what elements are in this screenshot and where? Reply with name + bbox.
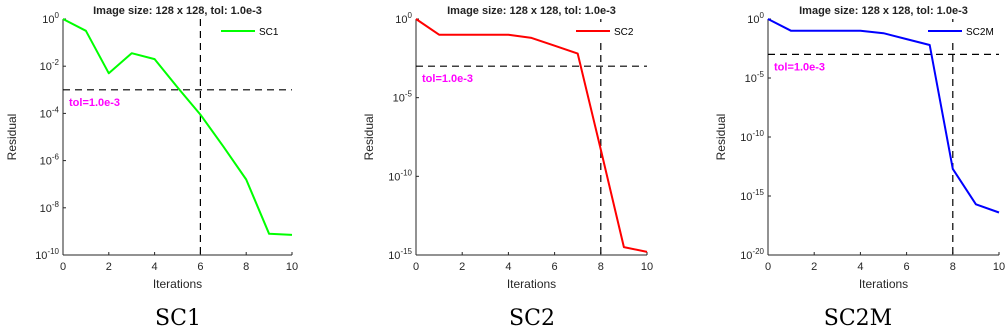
- y-axis-label: Residual: [5, 114, 19, 161]
- x-tick-label: 4: [857, 261, 863, 273]
- x-tick-label: 2: [811, 261, 817, 273]
- legend: SC1: [217, 22, 289, 40]
- tolerance-label: tol=1.0e-3: [422, 73, 473, 85]
- legend: SC2M: [924, 22, 996, 40]
- chart-title: Image size: 128 x 128, tol: 1.0e-3: [447, 5, 616, 17]
- x-tick-label: 0: [413, 261, 419, 273]
- chart-panel-1: Image size: 128 x 128, tol: 1.0e-3 0 2 4 6 8 1…: [5, 5, 298, 331]
- tolerance-label: tol=1.0e-3: [69, 97, 120, 109]
- x-tick-label: 0: [60, 261, 66, 273]
- y-tick-label: 10-5: [745, 70, 765, 85]
- y-tick-label: 10-10: [35, 247, 59, 262]
- x-axis-label: Iterations: [859, 277, 908, 291]
- legend-label: SC2M: [966, 27, 994, 38]
- x-tick-label: 8: [598, 261, 604, 273]
- y-tick-label: 10-20: [740, 247, 764, 262]
- x-tick-label: 10: [286, 261, 298, 273]
- panel-caption: SC1: [155, 306, 201, 331]
- chart-title: Image size: 128 x 128, tol: 1.0e-3: [799, 5, 968, 17]
- y-tick-label: 10-8: [40, 200, 60, 215]
- y-tick-label: 10-15: [740, 188, 764, 203]
- panel-caption: SC2: [509, 306, 555, 331]
- series-line-sc2: [415, 18, 648, 253]
- x-tick-label: 6: [904, 261, 910, 273]
- y-tick-label: 10-5: [393, 90, 413, 105]
- legend-label: SC2: [614, 27, 634, 38]
- x-tick-label: 4: [152, 261, 158, 273]
- chart-panel-3: Image size: 128 x 128, tol: 1.0e-3 0 2 4 6 8 1…: [714, 5, 1005, 331]
- y-tick-label: 10-6: [40, 153, 60, 168]
- chart-title: Image size: 128 x 128, tol: 1.0e-3: [93, 5, 262, 17]
- series-line-sc2m: [767, 18, 1000, 214]
- x-tick-label: 4: [505, 261, 511, 273]
- legend-label: SC1: [259, 27, 279, 38]
- y-tick-label: 100: [747, 11, 764, 26]
- series-line-sc1: [62, 18, 293, 236]
- y-tick-label: 100: [42, 11, 59, 26]
- x-tick-label: 2: [459, 261, 465, 273]
- y-tick-label: 10-4: [40, 105, 60, 120]
- panel-caption: SC2M: [824, 306, 892, 331]
- x-tick-label: 0: [765, 261, 771, 273]
- legend: SC2: [572, 22, 644, 40]
- plot-area: [416, 19, 647, 255]
- y-tick-label: 10-2: [40, 58, 60, 73]
- y-axis-label: Residual: [362, 114, 376, 161]
- x-axis-label: Iterations: [507, 277, 556, 291]
- x-tick-label: 6: [197, 261, 203, 273]
- x-tick-label: 10: [641, 261, 653, 273]
- x-tick-label: 8: [950, 261, 956, 273]
- chart-panel-2: Image size: 128 x 128, tol: 1.0e-3 0 2 4 6 8 1…: [362, 5, 653, 331]
- plot-area: [768, 19, 999, 255]
- y-tick-label: 10-10: [388, 168, 412, 183]
- tolerance-label: tol=1.0e-3: [774, 61, 825, 73]
- y-tick-label: 10-10: [740, 129, 764, 144]
- y-tick-label: 10-15: [388, 247, 412, 262]
- plot-area: [63, 19, 292, 255]
- y-tick-label: 100: [395, 11, 412, 26]
- x-tick-label: 6: [552, 261, 558, 273]
- x-tick-label: 2: [106, 261, 112, 273]
- y-axis-label: Residual: [714, 114, 728, 161]
- x-axis-label: Iterations: [153, 277, 202, 291]
- x-tick-label: 8: [243, 261, 249, 273]
- x-tick-label: 10: [993, 261, 1005, 273]
